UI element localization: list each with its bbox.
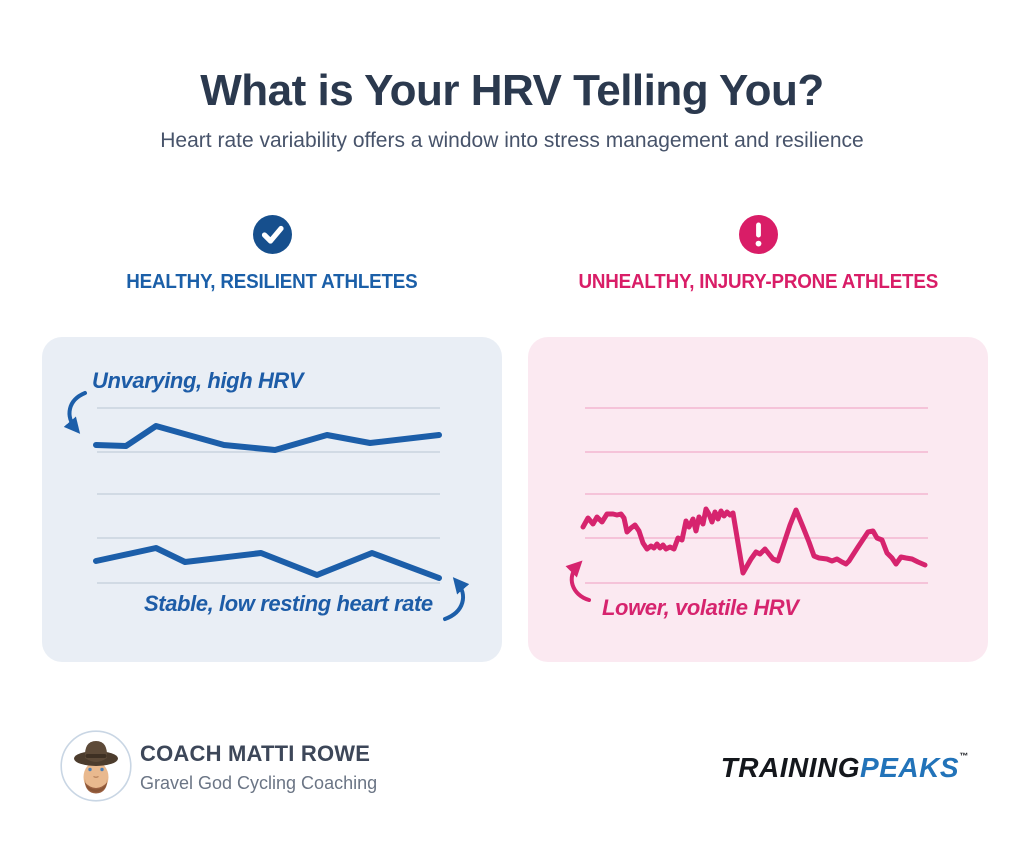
author-name: COACH MATTI ROWE <box>140 741 371 766</box>
trademark-symbol: ™ <box>959 751 968 761</box>
trainingpeaks-logo: TRAININGPEAKS™ <box>721 751 968 784</box>
page-subtitle: Heart rate variability offers a window i… <box>160 129 864 152</box>
unhealthy-column-head: UNHEALTHY, INJURY-PRONE ATHLETES <box>528 215 988 294</box>
logo-training: TRAINING <box>720 752 861 783</box>
unhealthy-panel: Lower, volatile HRV <box>528 337 988 662</box>
line-stable-low-resting-heart-rate <box>93 545 442 581</box>
unhealthy-arrow-icon <box>565 560 591 602</box>
page-title: What is Your HRV Telling You? <box>200 66 824 115</box>
healthy-top-arrow-icon <box>63 391 87 434</box>
annotation-unvarying-hrv: Unvarying, high HRV <box>92 368 304 393</box>
line-lower-volatile-hrv <box>580 506 928 576</box>
coach-avatar <box>60 730 132 802</box>
unhealthy-chart <box>565 407 928 602</box>
annotation-stable-heart-rate: Stable, low resting heart rate <box>144 591 433 616</box>
line-unvarying-high-hrv <box>93 423 442 453</box>
healthy-chart <box>63 391 470 621</box>
healthy-heading: HEALTHY, RESILIENT ATHLETES <box>126 271 418 293</box>
logo-peaks: PEAKS <box>860 752 959 783</box>
healthy-column-head: HEALTHY, RESILIENT ATHLETES <box>42 215 502 294</box>
exclamation-icon <box>738 215 778 254</box>
author-block: COACH MATTI ROWE Gravel God Cycling Coac… <box>140 741 377 794</box>
healthy-panel: Unvarying, high HRV Stable, low resting … <box>42 337 502 662</box>
check-icon <box>252 215 292 254</box>
author-organization: Gravel God Cycling Coaching <box>140 773 378 793</box>
annotation-volatile-hrv: Lower, volatile HRV <box>602 595 799 620</box>
unhealthy-heading: UNHEALTHY, INJURY-PRONE ATHLETES <box>578 271 938 293</box>
healthy-bottom-arrow-icon <box>443 577 470 621</box>
